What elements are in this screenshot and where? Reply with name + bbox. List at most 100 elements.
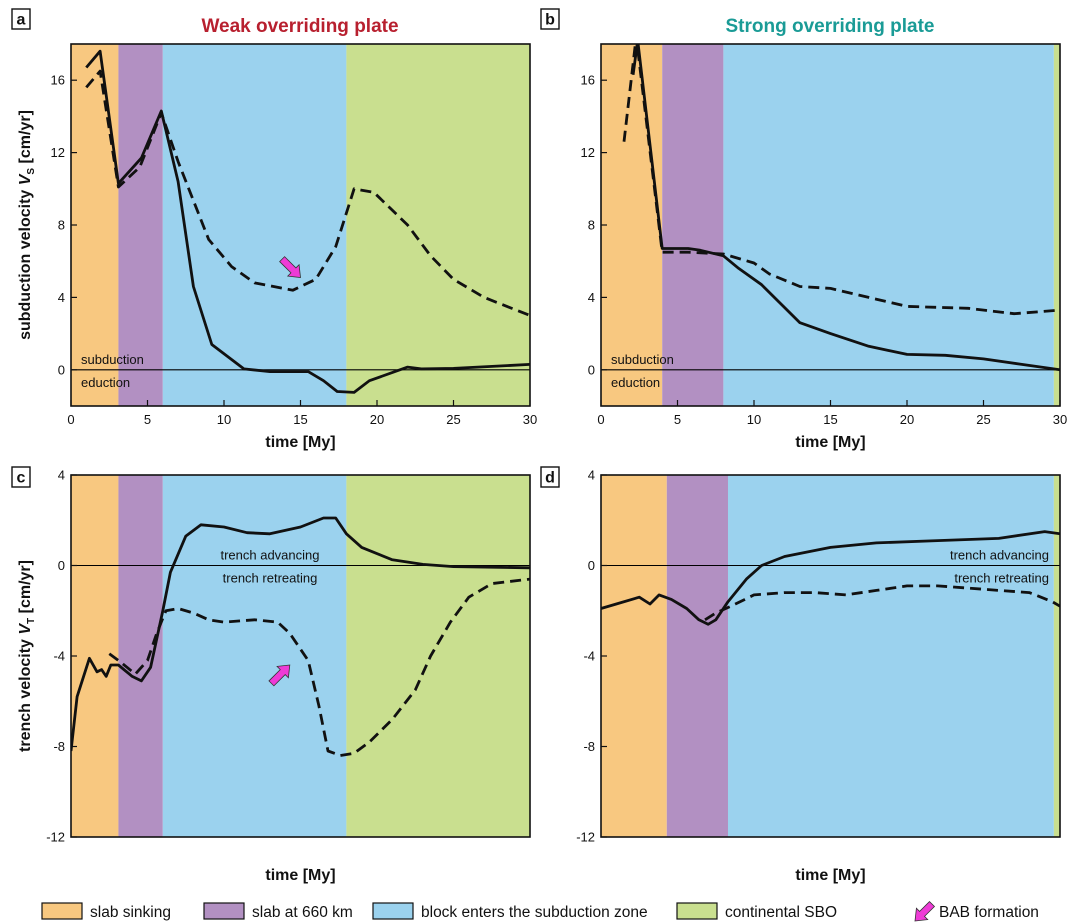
legend-label: slab sinking — [90, 904, 171, 921]
zero-label-above: subduction — [81, 352, 144, 367]
x-tick-label: 25 — [976, 412, 990, 427]
panel-letter-box — [11, 8, 31, 30]
x-tick-label: 30 — [523, 412, 537, 427]
y-tick-label: 4 — [58, 290, 65, 305]
zero-label-above: trench advancing — [220, 548, 319, 563]
y-axis-label: trench velocity VT [cm/yr] — [17, 560, 37, 752]
panel-d: trench advancing trench retreating -12 -8 -4… — [540, 466, 1061, 884]
panel-letter-box — [540, 8, 560, 30]
y-tick-label: -12 — [46, 830, 65, 845]
x-tick-label: 20 — [370, 412, 384, 427]
x-tick-label: 25 — [446, 412, 460, 427]
x-axis-label: time [My] — [795, 867, 865, 884]
y-tick-label: 8 — [588, 218, 595, 233]
panel-letter: c — [17, 470, 26, 487]
legend-label: block enters the subduction zone — [421, 904, 648, 921]
panel-title: Weak overriding plate — [201, 16, 398, 37]
phase-band-slab-sinking — [71, 44, 119, 406]
y-axis-label-main: subduction velocity — [17, 185, 34, 340]
zero-label-above: trench advancing — [950, 548, 1049, 563]
x-tick-label: 10 — [217, 412, 231, 427]
phase-band-continental-sbo — [1053, 475, 1060, 837]
y-tick-label: 12 — [51, 145, 65, 160]
pink-arrow-icon — [268, 664, 291, 687]
y-tick-label: 0 — [588, 558, 595, 573]
y-tick-label: 16 — [51, 73, 65, 88]
x-tick-label: 10 — [747, 412, 761, 427]
panel-letter-box — [540, 466, 560, 488]
zero-label-below: eduction — [81, 375, 130, 390]
panel-c: trench advancing trench retreating -12 -8 -4… — [11, 466, 531, 884]
y-tick-label: 0 — [58, 558, 65, 573]
y-tick-label: 4 — [58, 468, 65, 483]
phase-band-block-enters — [723, 44, 1054, 406]
y-tick-label: 8 — [58, 218, 65, 233]
phase-band-slab-660 — [118, 475, 163, 837]
x-axis-label: time [My] — [795, 434, 865, 451]
x-tick-label: 5 — [674, 412, 681, 427]
zero-label-below: trench retreating — [223, 571, 318, 586]
panel-letter: a — [17, 12, 26, 29]
x-tick-label: 0 — [597, 412, 604, 427]
legend: slab sinking slab at 660 km block enters t… — [41, 900, 1039, 922]
phase-band-block-enters — [727, 475, 1054, 837]
x-tick-label: 15 — [293, 412, 307, 427]
phase-band-continental-sbo — [346, 44, 530, 406]
y-tick-label: 4 — [588, 290, 595, 305]
phase-band-continental-sbo — [1053, 44, 1060, 406]
y-axis-label: subduction velocity VS [cm/yr] — [17, 110, 37, 340]
y-tick-label: 0 — [58, 362, 65, 377]
legend-swatch-continental-sbo — [676, 902, 718, 920]
y-tick-label: -4 — [583, 649, 595, 664]
panel-letter: d — [545, 470, 555, 487]
series-line-dashed — [85, 69, 530, 317]
legend-item: slab sinking — [41, 902, 171, 921]
phase-band-slab-sinking — [601, 475, 667, 837]
phase-band-block-enters — [162, 44, 347, 406]
y-tick-label: -4 — [53, 649, 65, 664]
y-tick-label: -8 — [583, 739, 595, 754]
series-line-solid — [631, 44, 1060, 372]
y-axis-label-unit: [cm/yr] — [17, 110, 34, 168]
pink-arrow-icon — [914, 900, 936, 922]
legend-swatch-slab-sinking — [41, 902, 83, 920]
x-tick-label: 5 — [144, 412, 151, 427]
legend-label: slab at 660 km — [252, 904, 353, 921]
x-tick-label: 15 — [823, 412, 837, 427]
x-tick-label: 30 — [1053, 412, 1067, 427]
series-line-dashed — [622, 44, 1060, 316]
x-tick-label: 20 — [900, 412, 914, 427]
phase-band-slab-660 — [662, 44, 724, 406]
legend-label: BAB formation — [939, 904, 1039, 921]
y-tick-label: -12 — [576, 830, 595, 845]
y-axis-label-main: trench velocity — [17, 635, 34, 752]
y-tick-label: 0 — [588, 362, 595, 377]
legend-swatch-slab-660 — [203, 902, 245, 920]
y-axis-label-var: V — [17, 173, 34, 185]
phase-band-slab-660 — [118, 44, 163, 406]
phase-band-continental-sbo — [346, 475, 530, 837]
y-tick-label: 16 — [581, 73, 595, 88]
pink-arrow-icon — [279, 256, 301, 278]
y-tick-label: -8 — [53, 739, 65, 754]
legend-label: continental SBO — [725, 904, 837, 921]
y-axis-label-unit: [cm/yr] — [17, 560, 34, 618]
y-tick-label: 4 — [588, 468, 595, 483]
legend-item: continental SBO — [676, 902, 837, 921]
legend-item: slab at 660 km — [203, 902, 353, 921]
x-tick-label: 0 — [67, 412, 74, 427]
zero-label-below: trench retreating — [954, 571, 1049, 586]
zero-label-above: subduction — [611, 352, 674, 367]
legend-item: BAB formation — [914, 900, 1039, 922]
y-axis-label-sub: S — [26, 168, 37, 175]
series-line-solid — [71, 516, 530, 752]
phase-band-block-enters — [162, 475, 347, 837]
panel-b: subduction eduction 0 4 8 12 16 0 5 10 15 20 25 30 tim… — [540, 8, 1067, 451]
series-line-solid — [85, 49, 530, 394]
y-tick-label: 12 — [581, 145, 595, 160]
panel-letter-box — [11, 466, 31, 488]
y-axis-label-var: V — [17, 623, 34, 635]
panel-a: subduction eduction 0 4 8 12 16 0 5 10 15 20 25 30 tim… — [11, 8, 537, 451]
y-axis-label-sub: T — [26, 618, 37, 624]
x-axis-label: time [My] — [265, 867, 335, 884]
